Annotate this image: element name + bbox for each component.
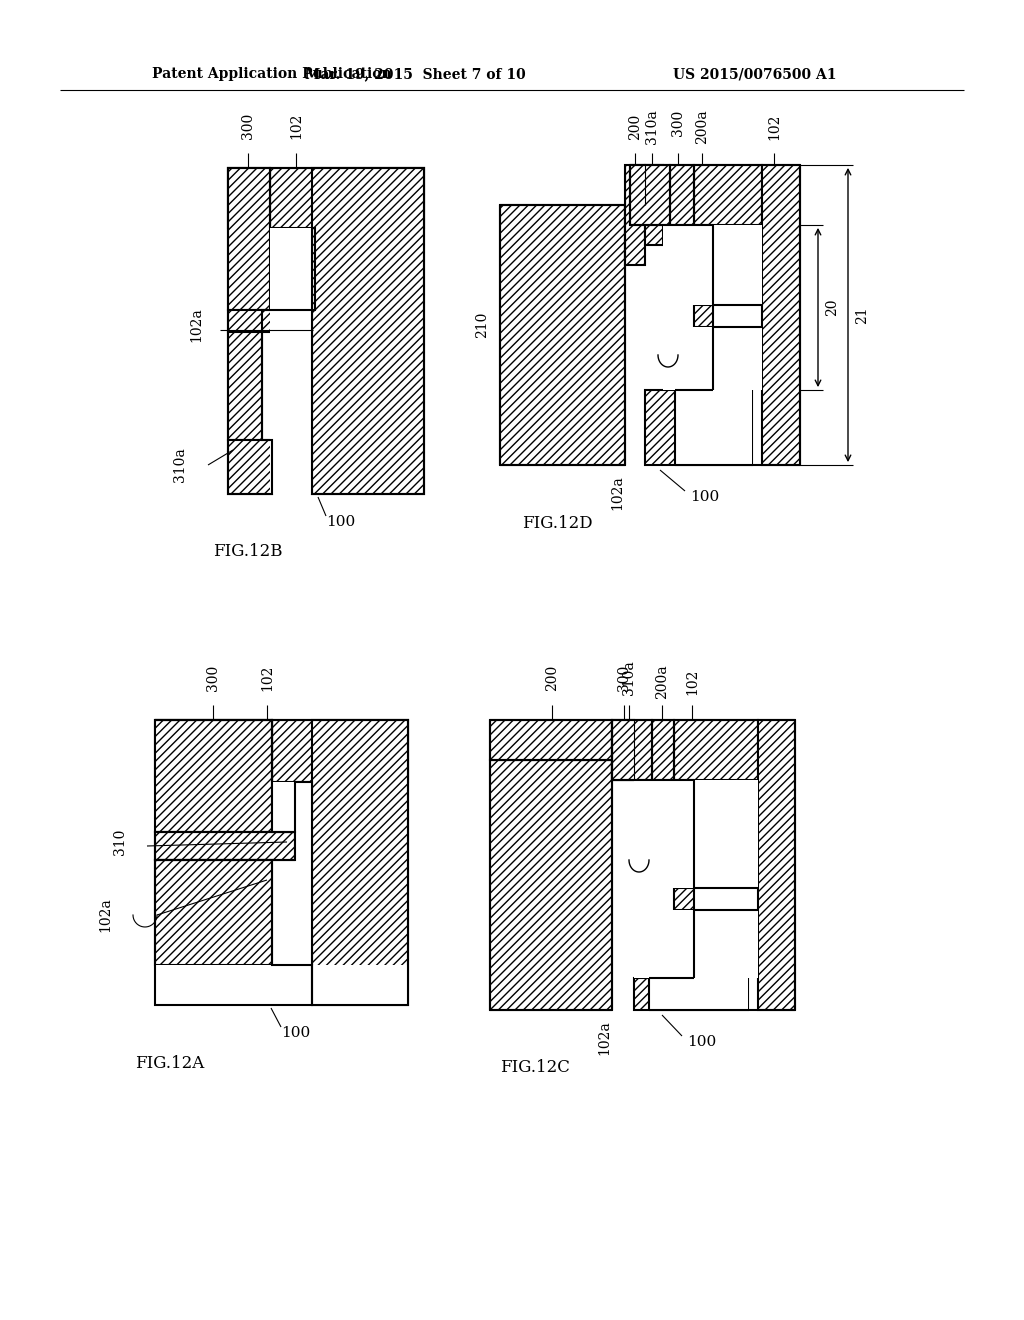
Text: 102a: 102a (98, 898, 112, 932)
Text: 310a: 310a (622, 660, 636, 696)
Bar (295, 832, 312, 965)
Text: 300: 300 (671, 110, 685, 136)
Text: 200a: 200a (655, 665, 669, 700)
Text: Mar. 19, 2015  Sheet 7 of 10: Mar. 19, 2015 Sheet 7 of 10 (304, 67, 525, 81)
Bar (612, 719, 652, 780)
Bar (228, 310, 315, 333)
Bar (228, 168, 270, 228)
Bar (228, 168, 270, 310)
Text: 102a: 102a (597, 1020, 611, 1056)
Bar (228, 440, 272, 494)
Bar (272, 781, 312, 832)
Text: 102a: 102a (189, 308, 203, 342)
Bar (630, 165, 670, 224)
Bar (270, 168, 424, 228)
Bar (670, 165, 694, 224)
Text: 300: 300 (617, 665, 631, 692)
Text: 102: 102 (260, 665, 274, 692)
Text: 100: 100 (690, 490, 720, 504)
Bar (758, 719, 795, 1010)
Bar (634, 780, 758, 888)
Text: FIG.12D: FIG.12D (522, 515, 593, 532)
Bar (228, 333, 262, 440)
Bar (663, 224, 762, 305)
Text: 20: 20 (825, 298, 839, 315)
Text: FIG.12A: FIG.12A (135, 1055, 204, 1072)
Bar (625, 165, 645, 265)
Text: 100: 100 (687, 1035, 717, 1049)
Bar (674, 719, 758, 780)
Bar (634, 909, 758, 978)
Text: 200: 200 (545, 665, 559, 692)
Bar (694, 305, 713, 327)
Text: 310a: 310a (173, 447, 187, 482)
Bar (675, 389, 752, 465)
Bar (762, 165, 800, 465)
Bar (645, 165, 663, 246)
Bar (312, 719, 408, 1005)
Bar (155, 832, 295, 861)
Text: 102a: 102a (610, 475, 624, 511)
Text: 102: 102 (767, 114, 781, 140)
Bar (155, 965, 408, 1005)
Bar (490, 760, 612, 1010)
Bar (490, 719, 612, 760)
Bar (270, 228, 312, 494)
Text: Patent Application Publication: Patent Application Publication (152, 67, 391, 81)
Text: 300: 300 (206, 665, 220, 692)
Text: 100: 100 (282, 1026, 310, 1040)
Bar (649, 978, 748, 1010)
Bar (694, 165, 762, 224)
Bar (634, 978, 748, 1010)
Text: 200a: 200a (695, 110, 709, 144)
Bar (645, 389, 752, 465)
Text: 102: 102 (289, 112, 303, 139)
Text: FIG.12C: FIG.12C (500, 1060, 570, 1077)
Text: 210: 210 (475, 312, 489, 338)
Bar (155, 861, 272, 965)
Text: 200: 200 (628, 114, 642, 140)
Text: 300: 300 (241, 114, 255, 139)
Text: 21: 21 (855, 306, 869, 323)
Bar (612, 719, 634, 780)
Text: US 2015/0076500 A1: US 2015/0076500 A1 (673, 67, 837, 81)
Bar (312, 168, 424, 494)
Text: FIG.12B: FIG.12B (213, 544, 283, 561)
Text: 102: 102 (685, 669, 699, 696)
Text: 310: 310 (113, 829, 127, 855)
Bar (652, 719, 674, 780)
Bar (674, 888, 694, 909)
Bar (500, 205, 625, 465)
Text: 100: 100 (327, 515, 355, 529)
Bar (155, 719, 272, 781)
Text: 310a: 310a (645, 110, 659, 144)
Bar (272, 719, 408, 781)
Bar (155, 719, 272, 832)
Bar (663, 327, 762, 389)
